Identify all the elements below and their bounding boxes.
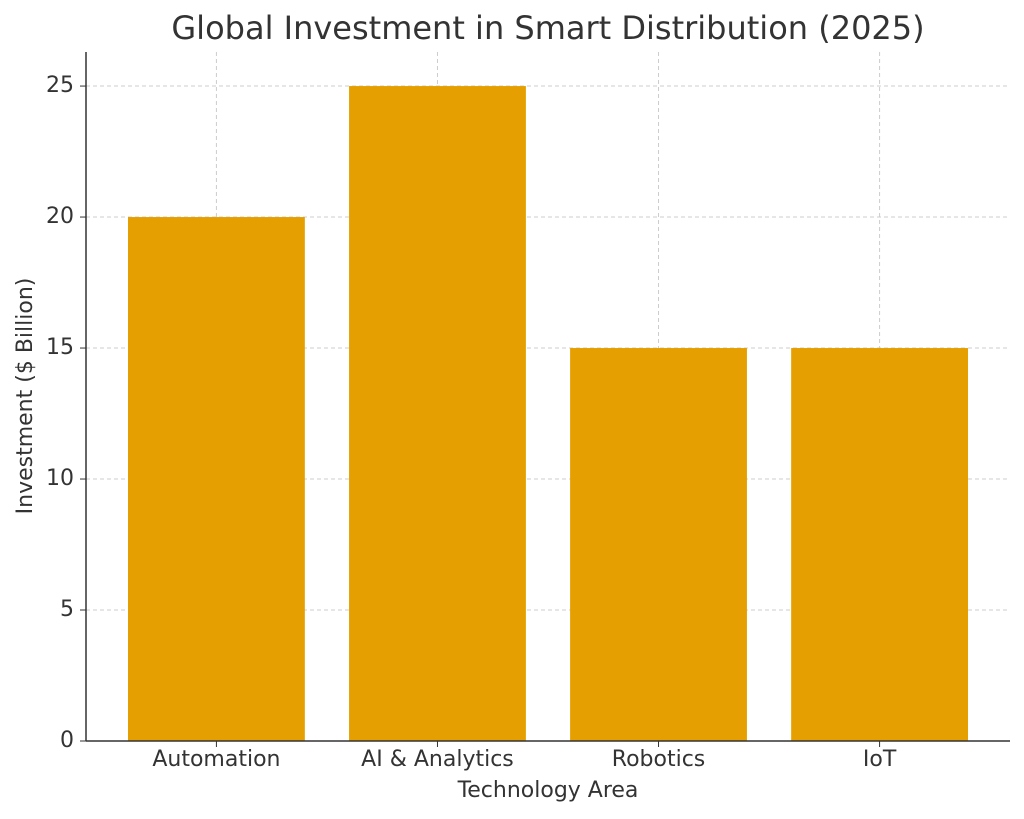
bar — [570, 348, 747, 741]
y-tick-label: 0 — [60, 728, 74, 753]
x-tick-label: IoT — [863, 747, 897, 772]
y-axis-label: Investment ($ Billion) — [13, 278, 38, 515]
x-tick-label: AI & Analytics — [361, 747, 514, 772]
y-tick-label: 25 — [46, 73, 74, 98]
bar — [128, 217, 305, 741]
y-tick-label: 10 — [46, 466, 74, 491]
y-tick-label: 15 — [46, 335, 74, 360]
bar — [349, 86, 526, 742]
y-tick-label: 20 — [46, 204, 74, 229]
bar — [791, 348, 968, 741]
chart-title: Global Investment in Smart Distribution … — [171, 9, 924, 47]
y-tick-label: 5 — [60, 597, 74, 622]
x-tick-label: Robotics — [612, 747, 705, 772]
x-tick-label: Automation — [152, 747, 280, 772]
x-axis-label: Technology Area — [457, 778, 639, 803]
